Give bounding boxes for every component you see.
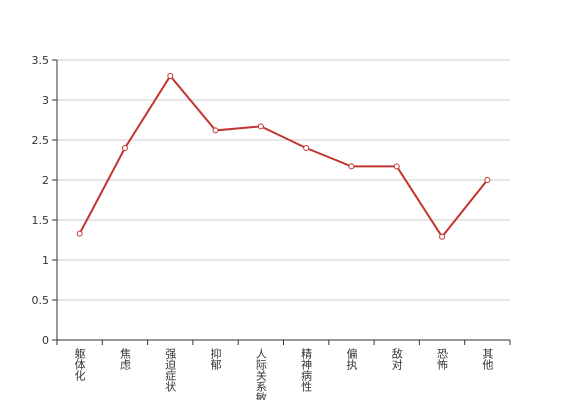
- point: [484, 177, 491, 183]
- point: [167, 73, 174, 79]
- point: [348, 163, 355, 170]
- x-tick-label: 其他: [481, 348, 494, 370]
- x-tick-label: 强迫症状: [164, 348, 177, 392]
- y-tick-label: 1: [42, 254, 49, 267]
- x-tick-label: 躯体化: [73, 348, 86, 382]
- x-tick-label: 精神病性: [300, 348, 313, 393]
- line: [78, 74, 489, 239]
- y-tick-label: 3: [42, 94, 49, 107]
- x-tick-label: 敌对: [390, 347, 403, 370]
- x-tick-label: 人际关系敏感: [254, 348, 267, 400]
- y-tick-label: 1.5: [32, 214, 50, 227]
- point: [439, 233, 446, 240]
- point: [393, 163, 400, 170]
- y-tick-label: 2.5: [32, 134, 50, 147]
- point: [76, 230, 83, 237]
- y-tick-label: 2: [42, 174, 49, 187]
- x-tick-label: 偏执: [345, 347, 358, 371]
- x-tick-label: 焦虑: [118, 348, 131, 370]
- y-tick-label: 0: [42, 334, 49, 347]
- point: [212, 127, 219, 134]
- point: [303, 145, 310, 151]
- y-tick-label: 3.5: [32, 54, 50, 67]
- x-tick-label: 抑郁: [209, 347, 222, 370]
- y-tick-label: 0.5: [32, 294, 50, 307]
- point: [121, 145, 128, 151]
- point: [257, 123, 264, 130]
- x-tick-label: 恐怖: [436, 348, 449, 370]
